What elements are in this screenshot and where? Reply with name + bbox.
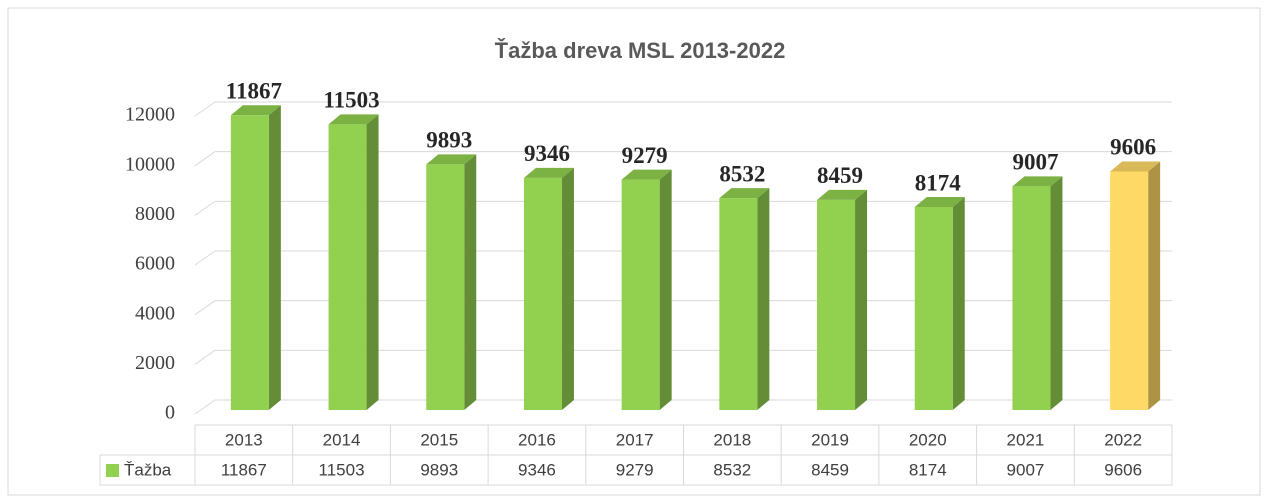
data-label: 9007: [1012, 150, 1058, 175]
bar: [230, 115, 269, 411]
legend-label: Ťažba: [124, 460, 172, 479]
data-label: 8174: [915, 170, 962, 195]
bar: [621, 179, 660, 410]
x-tick-label: 2020: [909, 430, 947, 449]
data-label: 8459: [817, 163, 863, 188]
table-value: 11867: [221, 460, 267, 479]
bar-top: [914, 197, 965, 208]
data-label: 9893: [426, 128, 472, 153]
data-label: 11867: [226, 79, 282, 104]
y-tick-label: 10000: [125, 153, 175, 175]
bar-top: [426, 154, 477, 165]
bar-top: [230, 105, 281, 116]
bar: [719, 198, 758, 410]
y-tick-label: 2000: [135, 352, 175, 374]
y-tick-label: 8000: [135, 203, 175, 225]
bar: [1012, 186, 1051, 410]
table-value: 9346: [518, 460, 556, 479]
data-label: 9606: [1110, 135, 1156, 160]
y-tick-label: 0: [165, 402, 175, 424]
table-value: 8532: [713, 460, 751, 479]
y-tick-label: 12000: [125, 104, 175, 126]
x-tick-label: 2015: [420, 430, 458, 449]
bar: [817, 199, 856, 410]
table-value: 9893: [420, 460, 458, 479]
chart-title: Ťažba dreva MSL 2013-2022: [495, 38, 786, 63]
grid-line: [194, 151, 1172, 167]
grid-line: [194, 101, 1172, 117]
bar-side: [561, 167, 574, 410]
bar: [1110, 171, 1149, 410]
data-label: 8532: [719, 161, 765, 186]
x-tick-label: 2019: [811, 430, 849, 449]
x-tick-label: 2017: [616, 430, 654, 449]
table-value: 11503: [319, 460, 365, 479]
bar-side: [659, 169, 672, 410]
bar-top: [621, 169, 672, 180]
table-value: 9007: [1007, 460, 1045, 479]
legend-swatch: [106, 464, 119, 477]
bar-top: [523, 167, 574, 178]
bar-side: [268, 105, 281, 411]
bar-top: [817, 189, 868, 200]
bar-side: [855, 189, 868, 410]
table-value: 8459: [811, 460, 849, 479]
bar-side: [464, 154, 477, 410]
x-tick-label: 2018: [713, 430, 751, 449]
bar-side: [757, 188, 770, 410]
bar-top: [719, 188, 770, 199]
y-tick-label: 4000: [135, 302, 175, 324]
bar-top: [1012, 176, 1063, 187]
table-value: 9279: [616, 460, 654, 479]
x-tick-label: 2014: [323, 430, 361, 449]
bar: [523, 177, 562, 410]
x-tick-label: 2021: [1007, 430, 1045, 449]
x-tick-label: 2022: [1104, 430, 1142, 449]
bar-side: [952, 197, 965, 410]
bar: [426, 164, 465, 410]
data-label: 11503: [323, 88, 379, 113]
data-label: 9346: [524, 141, 570, 166]
table-value: 9606: [1104, 460, 1142, 479]
bar-side: [366, 114, 379, 410]
x-tick-label: 2016: [518, 430, 556, 449]
table-value: 8174: [909, 460, 947, 479]
bar-side: [1050, 176, 1063, 410]
bar-side: [1148, 161, 1161, 410]
bar-top: [1110, 161, 1161, 172]
bar-top: [328, 114, 379, 125]
bar: [328, 124, 367, 410]
bar: [914, 207, 953, 410]
data-label: 9279: [622, 143, 668, 168]
x-tick-label: 2013: [225, 430, 263, 449]
y-tick-label: 6000: [135, 253, 175, 275]
